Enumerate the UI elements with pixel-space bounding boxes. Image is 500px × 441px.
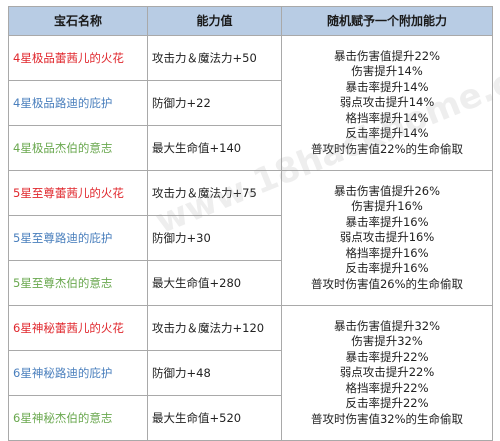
gem-name-cell: 4星极品杰伯的意志 (8, 125, 148, 171)
bonus-line: 伤害提升14% (351, 64, 423, 79)
table-row: 6星神秘路迪的庇护 防御力+48 (8, 350, 493, 396)
table-row: 4星极品路迪的庇护 防御力+22 (8, 80, 493, 126)
bonus-line: 伤害提升16% (351, 199, 423, 214)
table-row: 6星神秘蕾茜儿的火花 攻击力＆魔法力+120 暴击伤害值提升32% 伤害提升32… (8, 305, 493, 441)
table-row: 6星神秘杰伯的意志 最大生命值+520 (8, 395, 493, 441)
bonus-cell: 暴击伤害值提升32% 伤害提升32% 暴击率提升22% 弱点攻击提升22% 格挡… (281, 305, 493, 441)
gem-name-cell: 5星至尊路迪的庇护 (8, 215, 148, 261)
bonus-cell: 暴击伤害值提升26% 伤害提升16% 暴击率提升16% 弱点攻击提升16% 格挡… (281, 170, 493, 306)
bonus-line: 反击率提升16% (345, 261, 429, 276)
ability-cell: 防御力+48 (147, 350, 282, 396)
ability-cell: 攻击力＆魔法力+75 (147, 170, 282, 216)
ability-cell: 最大生命值+280 (147, 260, 282, 306)
bonus-cell: 暴击伤害值提升22% 伤害提升14% 暴击率提升14% 弱点攻击提升14% 格挡… (281, 35, 493, 171)
header-bonus: 随机赋予一个附加能力 (281, 6, 493, 36)
gem-table-frame: 宝石名称 能力值 随机赋予一个附加能力 4星极品蕾茜儿的火花 攻击力＆魔法力+5… (8, 6, 493, 441)
table-row: 4星极品蕾茜儿的火花 攻击力＆魔法力+50 暴击伤害值提升22% 伤害提升14%… (8, 35, 493, 171)
header-row: 宝石名称 能力值 随机赋予一个附加能力 (8, 6, 493, 36)
ability-cell: 防御力+22 (147, 80, 282, 126)
gem-name-cell: 4星极品蕾茜儿的火花 (8, 35, 148, 81)
bonus-line: 弱点攻击提升22% (339, 365, 435, 380)
table-row: 5星至尊蕾茜儿的火花 攻击力＆魔法力+75 暴击伤害值提升26% 伤害提升16%… (8, 170, 493, 306)
ability-cell: 最大生命值+140 (147, 125, 282, 171)
gem-name-cell: 6星神秘路迪的庇护 (8, 350, 148, 396)
bonus-line: 暴击率提升16% (345, 214, 429, 229)
gem-table: 宝石名称 能力值 随机赋予一个附加能力 4星极品蕾茜儿的火花 攻击力＆魔法力+5… (8, 6, 493, 441)
header-gem-name: 宝石名称 (8, 6, 148, 36)
bonus-line: 暴击伤害值提升26% (333, 183, 441, 198)
bonus-line: 普攻时伤害值32%的生命偷取 (310, 411, 464, 426)
bonus-line: 暴击伤害值提升32% (333, 318, 441, 333)
bonus-line: 暴击伤害值提升22% (333, 48, 441, 63)
gem-name-cell: 5星至尊杰伯的意志 (8, 260, 148, 306)
bonus-line: 格挡率提升14% (345, 110, 429, 125)
gem-name-cell: 5星至尊蕾茜儿的火花 (8, 170, 148, 216)
ability-cell: 防御力+30 (147, 215, 282, 261)
ability-cell: 攻击力＆魔法力+50 (147, 35, 282, 81)
ability-cell: 攻击力＆魔法力+120 (147, 305, 282, 351)
bonus-line: 普攻时伤害值26%的生命偷取 (310, 276, 464, 291)
ability-cell: 最大生命值+520 (147, 395, 282, 441)
bonus-line: 格挡率提升16% (345, 245, 429, 260)
bonus-line: 反击率提升14% (345, 126, 429, 141)
bonus-line: 格挡率提升22% (345, 380, 429, 395)
bonus-line: 反击率提升22% (345, 396, 429, 411)
bonus-line: 弱点攻击提升14% (339, 95, 435, 110)
header-ability: 能力值 (147, 6, 282, 36)
table-row: 5星至尊杰伯的意志 最大生命值+280 (8, 260, 493, 306)
bonus-line: 暴击率提升14% (345, 79, 429, 94)
table-row: 4星极品杰伯的意志 最大生命值+140 (8, 125, 493, 171)
table-row: 5星至尊路迪的庇护 防御力+30 (8, 215, 493, 261)
bonus-line: 伤害提升32% (351, 334, 423, 349)
bonus-line: 暴击率提升22% (345, 349, 429, 364)
gem-name-cell: 4星极品路迪的庇护 (8, 80, 148, 126)
bonus-line: 普攻时伤害值22%的生命偷取 (310, 141, 464, 156)
bonus-line: 弱点攻击提升16% (339, 230, 435, 245)
gem-name-cell: 6星神秘杰伯的意志 (8, 395, 148, 441)
gem-name-cell: 6星神秘蕾茜儿的火花 (8, 305, 148, 351)
